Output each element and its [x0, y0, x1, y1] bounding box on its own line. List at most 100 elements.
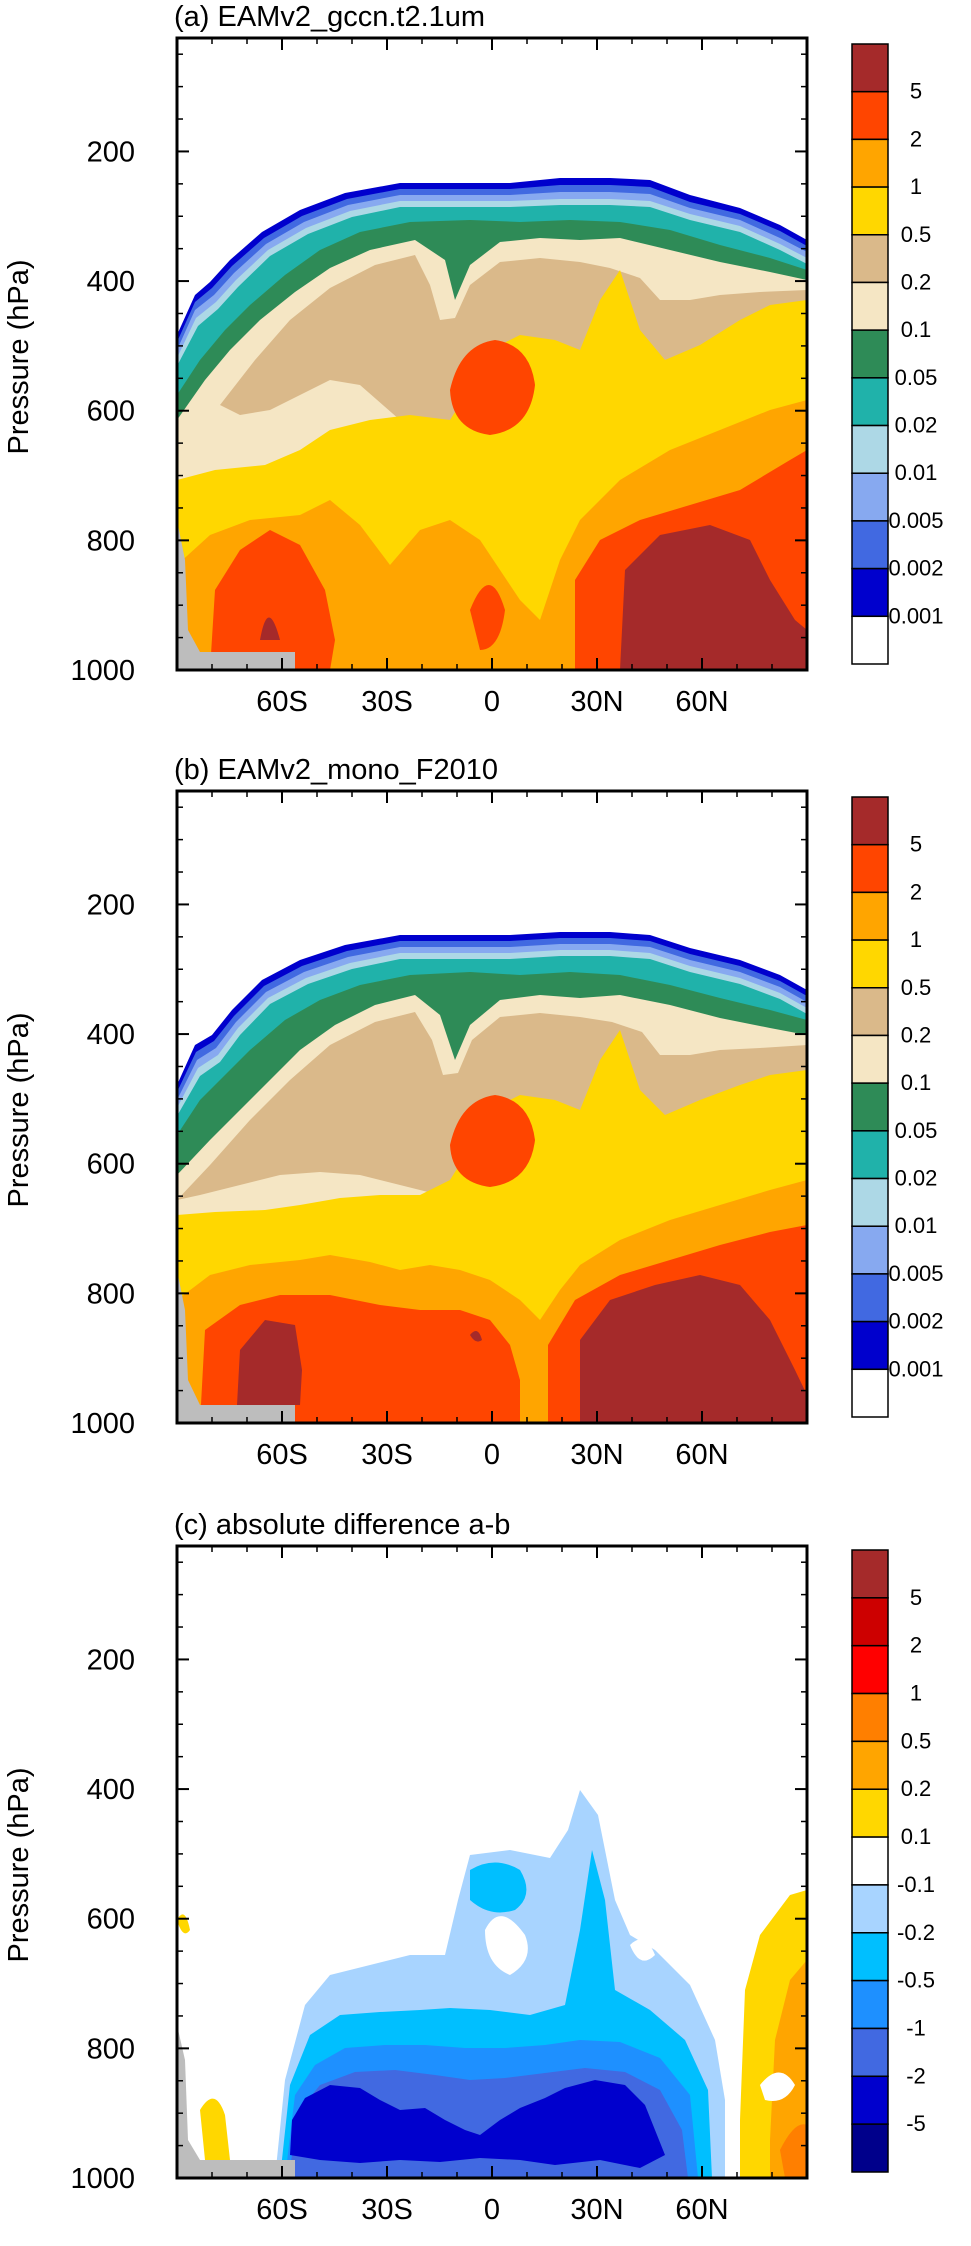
- y-tick-label: 200: [87, 136, 135, 168]
- colorbar-label: 0.01: [895, 460, 938, 485]
- x-tick-label: 60S: [256, 1439, 308, 1471]
- x-tick-label: 60N: [675, 1439, 728, 1471]
- a-terrain: [177, 520, 295, 670]
- y-tick-label: 400: [87, 266, 135, 298]
- colorbar-box: [851, 43, 889, 93]
- y-tick-label: 800: [87, 2033, 135, 2065]
- colorbar-box: [851, 1082, 889, 1132]
- colorbar-box: [851, 234, 889, 284]
- y-tick-label: 600: [87, 396, 135, 428]
- panel-a-ylabel: Pressure (hPa): [3, 259, 35, 454]
- colorbar-box: [851, 1130, 889, 1180]
- panel-c-ylabel: Pressure (hPa): [3, 1767, 35, 1962]
- colorbar-label: 0.1: [901, 1824, 932, 1849]
- x-tick-label: 60S: [256, 686, 308, 718]
- c-positive-0.1: [177, 1890, 807, 2178]
- panel-0-axes: 60S 30S 0 30N 60N 200 400 600 800 1000 5 2 1 0.5 0.2 0.…: [70, 36, 944, 718]
- colorbar-box: [851, 1273, 889, 1323]
- b-terrain: [177, 1270, 295, 1423]
- colorbar-box: [851, 1692, 889, 1743]
- panel-a: (a) EAMv2_gccn.t2.1um Pressure (hPa): [3, 1, 807, 670]
- colorbar-box: [851, 329, 889, 379]
- colorbar-box: [851, 567, 889, 618]
- y-tick-label: 200: [87, 1644, 135, 1676]
- colorbar-label: 0.5: [901, 975, 932, 1000]
- colorbar-label: -2: [906, 2063, 926, 2088]
- colorbar-label: 1: [910, 174, 922, 199]
- colorbar-label: 0.001: [888, 1356, 943, 1381]
- colorbar-box: [851, 2075, 889, 2125]
- colorbar-box: [851, 1177, 889, 1227]
- colorbar-box: [851, 987, 889, 1037]
- colorbar-label: -0.5: [897, 1968, 935, 1993]
- colorbar-label: 0.5: [901, 1728, 932, 1753]
- colorbar-label: 5: [910, 1585, 922, 1610]
- x-tick-label: 0: [484, 1439, 500, 1471]
- panel-b-title: (b) EAMv2_mono_F2010: [174, 754, 498, 786]
- c-positive-hole: [760, 2072, 795, 2101]
- x-tick-label: 60N: [675, 686, 728, 718]
- panel-c-contours: [177, 1546, 807, 2178]
- c-positive-0.2: [770, 1960, 807, 2178]
- colorbar-box: [851, 1932, 889, 1982]
- panel-1-axes: 60S 30S 0 30N 60N 200 400 600 800 1000 5 2 1 0.5 0.2 0.…: [70, 789, 944, 1471]
- y-tick-label: 400: [87, 1774, 135, 1806]
- colorbar-label: 0.05: [895, 365, 938, 390]
- colorbar-box: [851, 281, 889, 331]
- y-tick-label: 800: [87, 1278, 135, 1310]
- colorbar-label: 0.5: [901, 222, 932, 247]
- x-tick-label: 30N: [570, 1439, 623, 1471]
- colorbar-label: 5: [910, 79, 922, 104]
- colorbar-box: [851, 138, 889, 188]
- y-tick-label: 1000: [70, 2163, 135, 2195]
- y-tick-label: 800: [87, 525, 135, 557]
- x-tick-label: 0: [484, 2194, 500, 2226]
- y-tick-label: 1000: [70, 655, 135, 687]
- colorbar-box: [851, 1836, 889, 1886]
- c-positive-1: [780, 2124, 807, 2178]
- colorbar-label: 1: [910, 1681, 922, 1706]
- colorbar-label: 5: [910, 832, 922, 857]
- y-tick-label: 600: [87, 1904, 135, 1936]
- colorbar-label: 2: [910, 126, 922, 151]
- panel-c-title: (c) absolute difference a-b: [174, 1509, 510, 1541]
- colorbar-label: -0.1: [897, 1872, 935, 1897]
- panel-b-ylabel: Pressure (hPa): [3, 1012, 35, 1207]
- colorbar-box: [851, 520, 889, 570]
- colorbar-box: [851, 90, 889, 141]
- panel-b-contours: [177, 791, 807, 1423]
- colorbar-label: -5: [906, 2111, 926, 2136]
- colorbar-box: [851, 1320, 889, 1371]
- colorbar-label: 0.1: [901, 317, 932, 342]
- colorbar-label: 0.05: [895, 1118, 938, 1143]
- colorbar-label: -0.2: [897, 1920, 935, 1945]
- panel-2-axes: 60S 30S 0 30N 60N 200 400 600 800 1000 5 2 1 0.5 0.2 0.…: [70, 1544, 935, 2226]
- colorbar-box: [851, 186, 889, 236]
- colorbar-label: 0.005: [888, 508, 943, 533]
- x-tick-label: 30N: [570, 2194, 623, 2226]
- colorbar-box: [851, 2123, 889, 2173]
- y-tick-label: 1000: [70, 1408, 135, 1440]
- panel-b: (b) EAMv2_mono_F2010 Pressure (hPa): [3, 754, 807, 1423]
- panel-a-title: (a) EAMv2_gccn.t2.1um: [174, 1, 485, 33]
- x-tick-label: 60S: [256, 2194, 308, 2226]
- colorbar-box: [851, 1788, 889, 1838]
- x-tick-label: 30S: [361, 2194, 413, 2226]
- x-tick-label: 60N: [675, 2194, 728, 2226]
- colorbar-label: 0.1: [901, 1070, 932, 1095]
- colorbar-box: [851, 615, 889, 665]
- colorbar-box: [851, 1740, 889, 1790]
- y-tick-label: 200: [87, 889, 135, 921]
- colorbar-box: [851, 1597, 889, 1647]
- x-tick-label: 30S: [361, 1439, 413, 1471]
- x-tick-label: 30N: [570, 686, 623, 718]
- colorbar-box: [851, 1549, 889, 1599]
- colorbar-box: [851, 891, 889, 941]
- colorbar-box: [851, 1368, 889, 1418]
- colorbar-label: 0.2: [901, 1022, 932, 1047]
- colorbar-label: 1: [910, 927, 922, 952]
- y-tick-label: 600: [87, 1149, 135, 1181]
- colorbar-box: [851, 939, 889, 989]
- b-level-max: [237, 1275, 807, 1423]
